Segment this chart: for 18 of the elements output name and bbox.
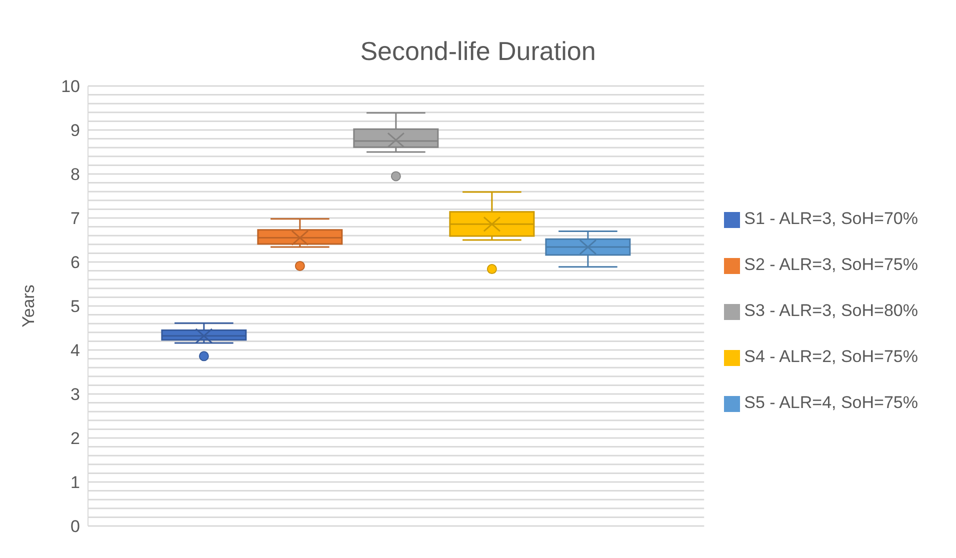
y-axis-title: Years (19, 284, 38, 328)
chart-title: Second-life Duration (359, 35, 597, 68)
y-tick-label: 9 (70, 121, 80, 140)
legend-label: S3 - ALR=3, SoH=80% (744, 301, 918, 320)
y-tick-label: 4 (70, 341, 80, 360)
y-tick-label: 3 (70, 385, 80, 404)
y-tick-label: 7 (70, 209, 80, 228)
y-tick-label: 5 (70, 297, 80, 316)
legend-label: S1 - ALR=3, SoH=70% (744, 209, 918, 228)
y-tick-label: 8 (70, 165, 80, 184)
y-tick-label: 6 (70, 253, 80, 272)
legend-label: S4 - ALR=2, SoH=75% (744, 347, 918, 366)
legend-label: S2 - ALR=3, SoH=75% (744, 255, 918, 274)
y-tick-label: 2 (70, 429, 80, 448)
legend-label: S5 - ALR=4, SoH=75% (744, 393, 918, 412)
y-tick-label: 1 (70, 473, 80, 492)
y-tick-label: 10 (61, 77, 80, 96)
y-tick-label: 0 (70, 517, 80, 536)
